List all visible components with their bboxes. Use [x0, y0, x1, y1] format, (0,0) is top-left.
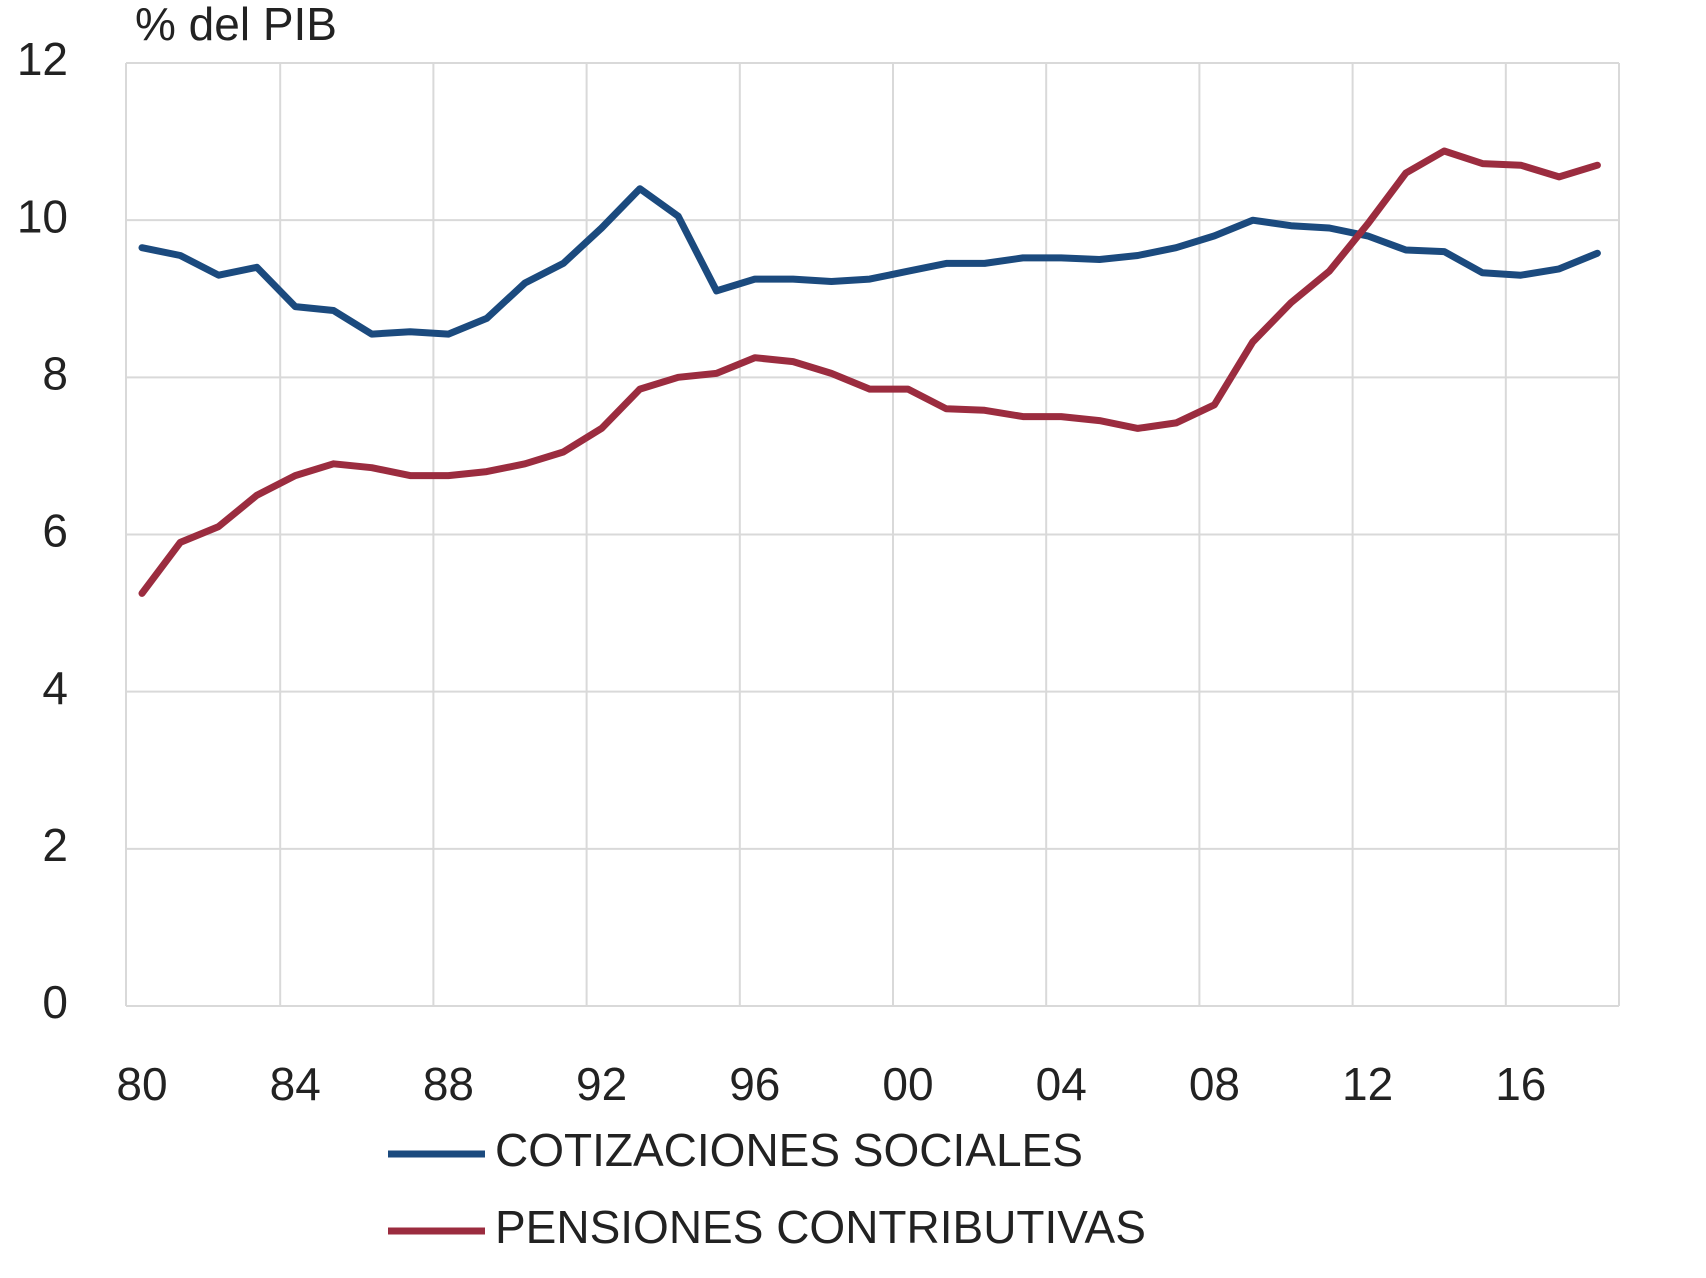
x-tick-label: 16: [1495, 1058, 1546, 1110]
x-tick-label: 88: [423, 1058, 474, 1110]
y-tick-label: 4: [42, 662, 68, 714]
x-tick-label: 00: [882, 1058, 933, 1110]
y-tick-label: 2: [42, 819, 68, 871]
x-tick-label: 92: [576, 1058, 627, 1110]
y-tick-label: 12: [17, 33, 68, 85]
y-tick-label: 0: [42, 976, 68, 1028]
data-line: [138, 185, 1601, 338]
y-tick-label: 8: [42, 347, 68, 399]
y-tick-label: 10: [17, 190, 68, 242]
y-tick-label: 6: [42, 505, 68, 557]
x-tick-label: 84: [270, 1058, 321, 1110]
legend-label: PENSIONES CONTRIBUTIVAS: [495, 1201, 1146, 1253]
legend-label: COTIZACIONES SOCIALES: [495, 1124, 1083, 1176]
x-tick-label: 08: [1189, 1058, 1240, 1110]
data-line: [138, 147, 1601, 597]
y-axis-label: % del PIB: [135, 0, 337, 50]
x-tick-label: 80: [116, 1058, 167, 1110]
x-tick-label: 04: [1036, 1058, 1087, 1110]
x-tick-label: 12: [1342, 1058, 1393, 1110]
x-tick-label: 96: [729, 1058, 780, 1110]
